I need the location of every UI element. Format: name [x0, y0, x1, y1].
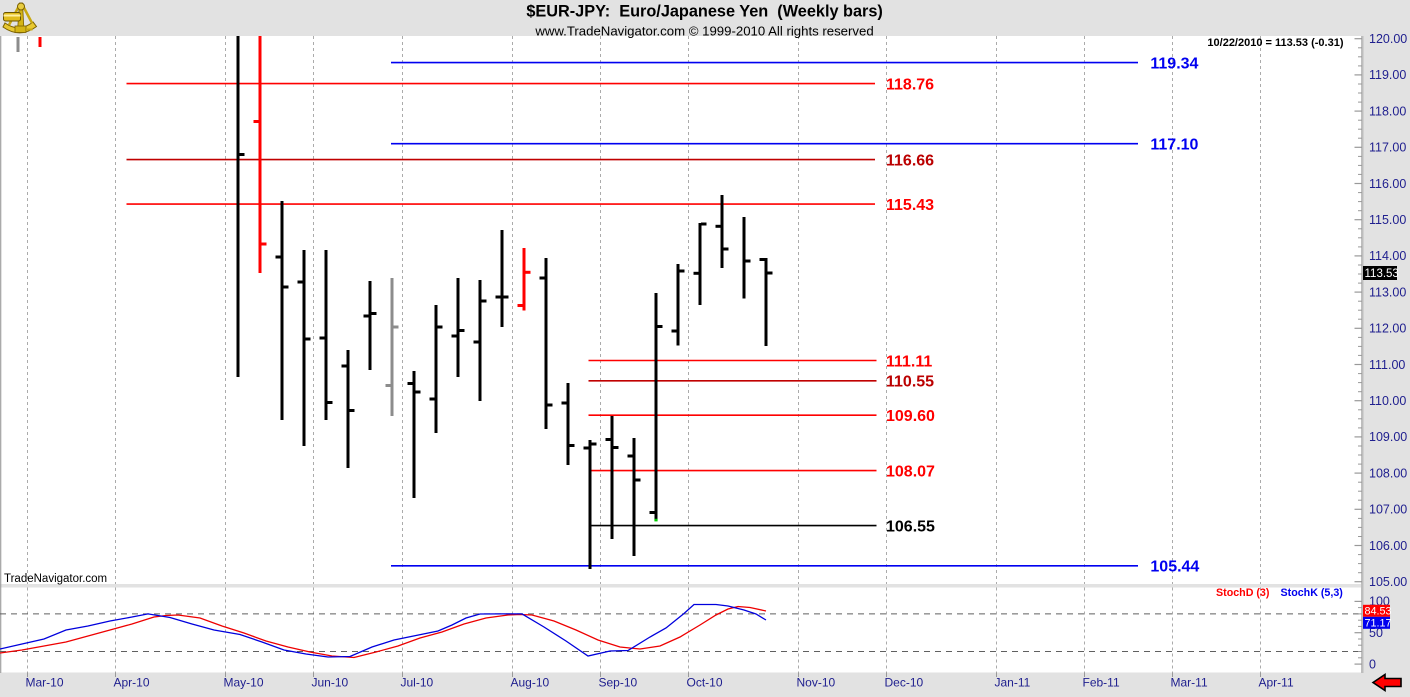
svg-text:116.00: 116.00: [1369, 177, 1406, 191]
svg-text:105.00: 105.00: [1369, 575, 1407, 589]
svg-text:Jan-11: Jan-11: [995, 676, 1031, 690]
svg-text:StochD (3): StochD (3): [1216, 587, 1270, 599]
svg-text:$EUR-JPY: Euro/Japanese Yen: $EUR-JPY: Euro/Japanese Yen (Weekly bars…: [526, 3, 883, 21]
svg-text:112.00: 112.00: [1369, 322, 1406, 336]
svg-text:113.53: 113.53: [1365, 268, 1399, 280]
svg-text:113.00: 113.00: [1369, 285, 1406, 299]
svg-text:106.55: 106.55: [886, 518, 935, 535]
svg-text:Apr-11: Apr-11: [1259, 676, 1294, 690]
svg-text:Mar-10: Mar-10: [26, 676, 64, 690]
svg-text:108.07: 108.07: [886, 463, 935, 480]
svg-text:109.00: 109.00: [1369, 430, 1407, 444]
svg-text:115.00: 115.00: [1369, 213, 1406, 227]
svg-text:119.34: 119.34: [1150, 55, 1198, 72]
svg-text:71.17: 71.17: [1365, 618, 1392, 630]
svg-text:117.10: 117.10: [1150, 137, 1198, 154]
svg-text:StochK (5,3): StochK (5,3): [1281, 587, 1344, 599]
svg-text:Feb-11: Feb-11: [1083, 676, 1120, 690]
svg-text:Apr-10: Apr-10: [114, 676, 150, 690]
svg-text:0: 0: [1369, 657, 1376, 671]
svg-text:111.11: 111.11: [886, 353, 932, 370]
svg-text:118.76: 118.76: [886, 76, 934, 93]
svg-text:114.00: 114.00: [1369, 249, 1406, 263]
svg-text:Dec-10: Dec-10: [885, 676, 924, 690]
svg-text:107.00: 107.00: [1369, 503, 1407, 517]
svg-text:110.00: 110.00: [1369, 394, 1406, 408]
svg-text:Mar-11: Mar-11: [1171, 676, 1208, 690]
svg-text:109.60: 109.60: [886, 408, 935, 425]
svg-text:106.00: 106.00: [1369, 539, 1407, 553]
svg-text:111.00: 111.00: [1369, 358, 1405, 372]
svg-text:Jun-10: Jun-10: [312, 676, 349, 690]
svg-text:120.00: 120.00: [1369, 32, 1407, 46]
svg-text:119.00: 119.00: [1369, 68, 1406, 82]
svg-text:50: 50: [1369, 626, 1383, 640]
svg-text:105.44: 105.44: [1150, 559, 1199, 576]
svg-text:TradeNavigator.com: TradeNavigator.com: [4, 573, 107, 585]
svg-text:108.00: 108.00: [1369, 466, 1407, 480]
svg-text:115.43: 115.43: [886, 197, 934, 214]
svg-text:10/22/2010 = 113.53 (-0.31): 10/22/2010 = 113.53 (-0.31): [1207, 37, 1343, 49]
svg-text:116.66: 116.66: [886, 152, 934, 169]
svg-text:117.00: 117.00: [1369, 141, 1406, 155]
svg-text:110.55: 110.55: [886, 374, 934, 391]
svg-text:May-10: May-10: [224, 676, 264, 690]
svg-text:84.53: 84.53: [1365, 606, 1392, 618]
svg-text:Nov-10: Nov-10: [797, 676, 836, 690]
svg-text:Aug-10: Aug-10: [511, 676, 550, 690]
svg-text:118.00: 118.00: [1369, 104, 1406, 118]
svg-text:Oct-10: Oct-10: [687, 676, 723, 690]
svg-text:Sep-10: Sep-10: [599, 676, 638, 690]
svg-text:www.TradeNavigator.com © 1999-: www.TradeNavigator.com © 1999-2010 All r…: [534, 24, 873, 39]
svg-text:Jul-10: Jul-10: [401, 676, 434, 690]
